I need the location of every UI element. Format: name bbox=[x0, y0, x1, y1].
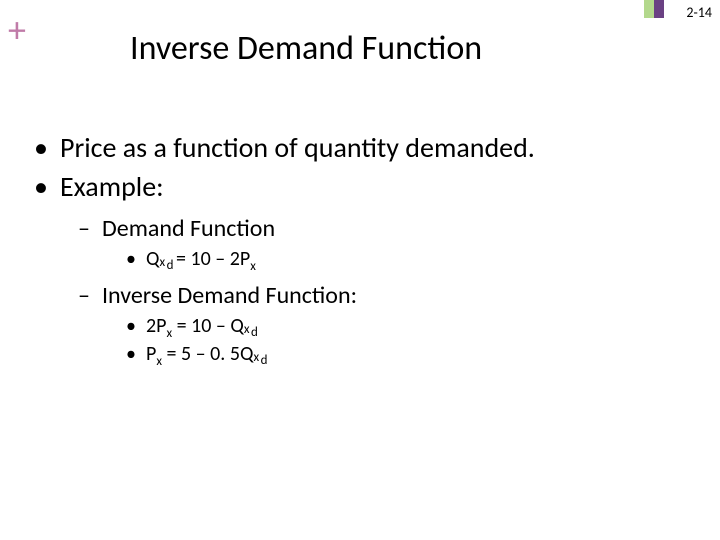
eq-part: 2P bbox=[146, 314, 166, 338]
bullet-marker: • bbox=[126, 247, 146, 271]
eq-sup: d bbox=[167, 258, 174, 273]
eq-sup: d bbox=[261, 353, 268, 368]
bullet-level1: • Example: bbox=[34, 169, 690, 204]
eq-part: = 10 – Q bbox=[172, 314, 244, 338]
eq-sup: d bbox=[251, 325, 258, 340]
bullet-marker: – bbox=[78, 281, 102, 310]
eq-part: P bbox=[146, 342, 156, 366]
bullet-level1: • Price as a function of quantity demand… bbox=[34, 130, 690, 165]
bullet-level3-equation: • Px = 5 – 0. 5Qxd bbox=[126, 342, 690, 366]
accent-bar-purple bbox=[654, 0, 664, 18]
slide-content: • Price as a function of quantity demand… bbox=[30, 130, 690, 368]
bullet-marker: – bbox=[78, 214, 102, 243]
equation-text: Qxd = 10 – 2Px bbox=[146, 247, 256, 271]
eq-sub: x bbox=[250, 259, 256, 274]
page-number: 2-14 bbox=[686, 4, 712, 21]
bullet-marker: • bbox=[126, 342, 146, 366]
bullet-level2: – Inverse Demand Function: bbox=[78, 281, 690, 310]
bullet-level3-equation: • Qxd = 10 – 2Px bbox=[126, 247, 690, 271]
bullet-marker: • bbox=[34, 130, 60, 165]
equation-text: 2Px = 10 – Qxd bbox=[146, 314, 256, 338]
bullet-text: Price as a function of quantity demanded… bbox=[60, 130, 535, 165]
bullet-level3-equation: • 2Px = 10 – Qxd bbox=[126, 314, 690, 338]
eq-part: = 10 – 2P bbox=[171, 247, 250, 271]
bullet-text: Example: bbox=[60, 169, 164, 204]
slide-plus-decoration: + bbox=[8, 12, 26, 48]
bullet-marker: • bbox=[34, 169, 60, 204]
eq-part: Q bbox=[146, 247, 159, 271]
bullet-text: Demand Function bbox=[102, 214, 275, 243]
eq-sub: x bbox=[159, 255, 165, 270]
bullet-level2: – Demand Function bbox=[78, 214, 690, 243]
accent-bars bbox=[644, 0, 664, 18]
equation-text: Px = 5 – 0. 5Qxd bbox=[146, 342, 265, 366]
eq-part: = 5 – 0. 5Q bbox=[162, 342, 253, 366]
eq-sub: x bbox=[244, 322, 250, 337]
bullet-marker: • bbox=[126, 314, 146, 338]
accent-bar-green bbox=[644, 0, 654, 18]
slide-title: Inverse Demand Function bbox=[130, 28, 482, 69]
bullet-text: Inverse Demand Function: bbox=[102, 281, 357, 310]
eq-sub: x bbox=[253, 350, 259, 365]
